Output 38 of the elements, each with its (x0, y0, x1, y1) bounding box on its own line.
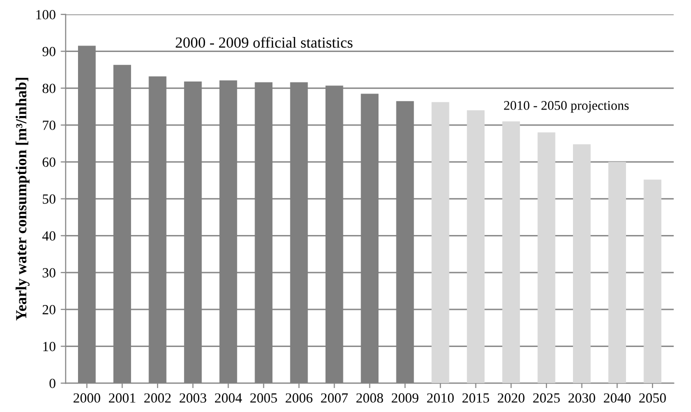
bar (502, 121, 520, 384)
x-tick-label: 2006 (286, 393, 312, 403)
bar (644, 180, 662, 384)
y-tick-label: 30 (42, 268, 56, 278)
y-tick-label: 80 (42, 84, 56, 94)
y-tick-label: 0 (50, 378, 56, 388)
x-tick-label: 2000 (74, 393, 100, 403)
y-tick-label: 50 (42, 194, 56, 204)
bar (466, 110, 485, 384)
x-tick-label: 2015 (462, 393, 490, 403)
x-tick-label: 2008 (356, 393, 384, 403)
y-tick-label: 60 (42, 158, 56, 167)
y-tick-label: 10 (43, 342, 56, 352)
bar (608, 162, 626, 384)
x-tick-label: 2010 (427, 393, 454, 403)
x-tick-label: 2030 (568, 393, 596, 403)
x-tick-label: 2007 (321, 393, 348, 403)
x-tick-label: 2020 (498, 393, 524, 403)
y-tick-label: 20 (42, 304, 56, 314)
annotation: 2000 - 2009 official statistics (176, 36, 352, 48)
x-tick-label: 2050 (639, 393, 666, 403)
y-tick-label: 40 (42, 231, 56, 241)
y-axis-title: Yearly water consumption [m³/inhab] (16, 78, 30, 321)
x-tick-label: 2005 (250, 393, 277, 403)
x-tick-label: 2040 (604, 393, 631, 403)
x-tick-label: 2009 (392, 393, 418, 403)
x-tick-label: 2004 (214, 393, 242, 403)
x-tick-label: 2003 (180, 393, 206, 403)
y-tick-label: 100 (36, 10, 56, 20)
bar (572, 144, 591, 384)
x-tick-label: 2002 (144, 393, 171, 403)
bar (432, 102, 450, 384)
x-tick-label: 2025 (533, 393, 560, 403)
y-tick-label: 90 (42, 46, 56, 56)
y-tick-label: 70 (42, 120, 56, 130)
x-tick-label: 2001 (108, 393, 136, 403)
annotation: 2010 - 2050 projections (504, 101, 629, 113)
bar (538, 132, 556, 384)
